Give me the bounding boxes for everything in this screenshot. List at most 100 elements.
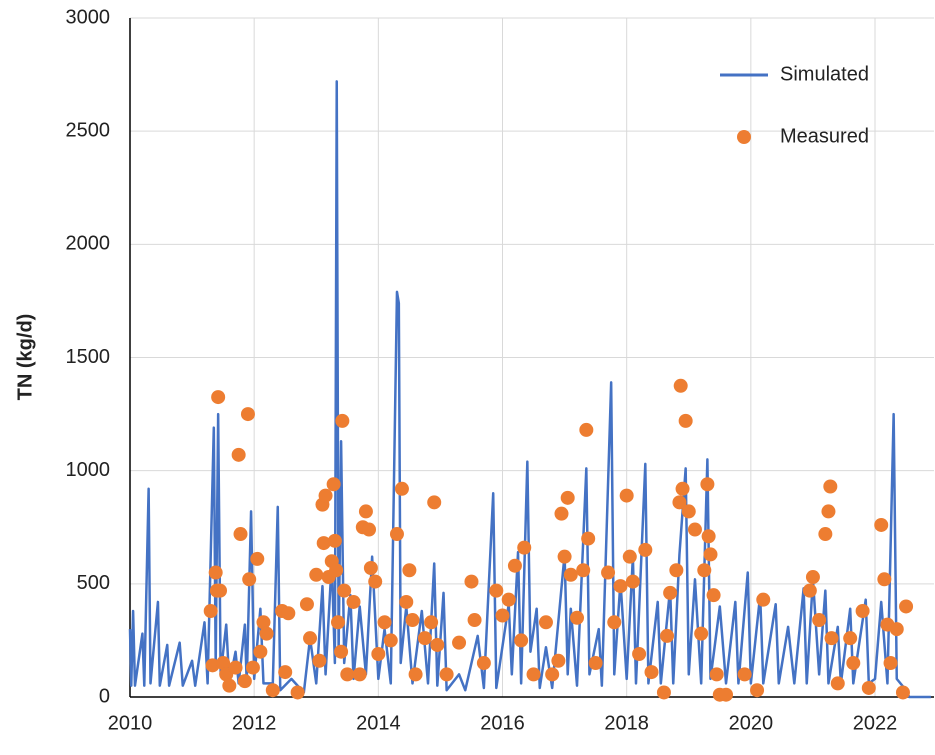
x-tick-label: 2020 [729, 712, 774, 734]
measured-point [672, 495, 687, 510]
measured-point [240, 407, 255, 422]
measured-point [337, 583, 352, 598]
measured-point [489, 583, 504, 598]
measured-point [706, 588, 721, 603]
measured-point [613, 579, 628, 594]
measured-point [402, 563, 417, 578]
measured-point [877, 572, 892, 587]
measured-point [697, 563, 712, 578]
measured-point [405, 613, 420, 628]
measured-point [874, 517, 889, 532]
measured-point [259, 626, 274, 641]
measured-point [205, 658, 220, 673]
measured-point [694, 626, 709, 641]
x-tick-label: 2016 [480, 712, 525, 734]
measured-point [821, 504, 836, 519]
measured-point [812, 613, 827, 628]
measured-point [526, 667, 541, 682]
measured-point [899, 599, 914, 614]
measured-point [278, 665, 293, 680]
measured-point [737, 667, 752, 682]
measured-point [363, 560, 378, 575]
measured-point [570, 610, 585, 625]
measured-point [326, 477, 341, 492]
measured-point [299, 597, 314, 612]
measured-point [554, 506, 569, 521]
x-tick-label: 2018 [604, 712, 649, 734]
measured-point [501, 592, 516, 607]
y-tick-label: 0 [99, 685, 110, 707]
legend-label: Simulated [780, 63, 869, 85]
measured-point [242, 572, 257, 587]
y-tick-label: 3000 [66, 6, 111, 28]
measured-point [368, 574, 383, 589]
measured-point [417, 631, 432, 646]
measured-point [824, 631, 839, 646]
measured-point [750, 683, 765, 698]
measured-point [329, 563, 344, 578]
measured-point [855, 603, 870, 618]
measured-point [701, 529, 716, 544]
measured-point [290, 685, 305, 700]
measured-point [576, 563, 591, 578]
measured-point [805, 570, 820, 585]
legend-swatch [737, 130, 751, 144]
x-tick-label: 2022 [853, 712, 898, 734]
measured-point [823, 479, 838, 494]
measured-point [517, 540, 532, 555]
y-axis-title: TN (kg/d) [14, 314, 36, 401]
y-tick-label: 1500 [66, 346, 111, 368]
measured-point [318, 488, 333, 503]
measured-point [430, 637, 445, 652]
measured-point [303, 631, 318, 646]
measured-point [335, 413, 350, 428]
measured-point [507, 558, 522, 573]
measured-point [399, 594, 414, 609]
measured-point [545, 667, 560, 682]
measured-point [464, 574, 479, 589]
measured-point [476, 656, 491, 671]
measured-point [818, 527, 833, 542]
measured-point [203, 603, 218, 618]
measured-point [687, 522, 702, 537]
measured-point [245, 660, 260, 675]
measured-point [237, 674, 252, 689]
measured-point [231, 447, 246, 462]
measured-point [427, 495, 442, 510]
measured-point [678, 413, 693, 428]
measured-point [560, 490, 575, 505]
measured-point [861, 680, 876, 695]
measured-point [439, 667, 454, 682]
measured-point [228, 660, 243, 675]
measured-point [330, 615, 345, 630]
measured-point [756, 592, 771, 607]
y-tick-label: 2000 [66, 233, 111, 255]
measured-point [681, 504, 696, 519]
measured-point [846, 656, 861, 671]
measured-point [250, 551, 265, 566]
measured-point [619, 488, 634, 503]
measured-point [802, 583, 817, 598]
measured-point [607, 615, 622, 630]
measured-point [495, 608, 510, 623]
measured-point [371, 646, 386, 661]
measured-point [588, 656, 603, 671]
x-tick-label: 2012 [232, 712, 277, 734]
measured-point [346, 594, 361, 609]
measured-point [663, 585, 678, 600]
measured-point [265, 683, 280, 698]
measured-point [377, 615, 392, 630]
measured-point [563, 567, 578, 582]
legend-label: Measured [780, 125, 869, 147]
measured-point [719, 687, 734, 702]
measured-point [358, 504, 373, 519]
measured-point [889, 622, 904, 637]
measured-point [557, 549, 572, 564]
measured-point [895, 685, 910, 700]
measured-point [625, 574, 640, 589]
measured-point [467, 613, 482, 628]
measured-point [581, 531, 596, 546]
measured-point [316, 536, 331, 551]
measured-point [675, 481, 690, 496]
